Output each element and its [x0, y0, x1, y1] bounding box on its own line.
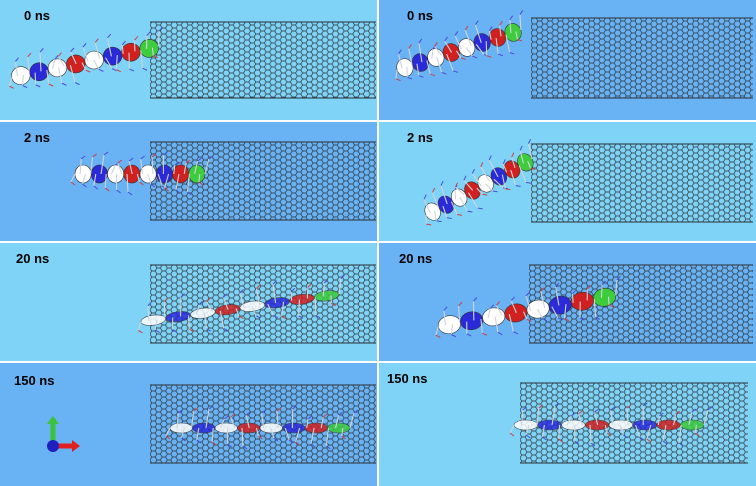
time-label: 150 ns: [387, 371, 428, 386]
time-label: 150 ns: [14, 373, 55, 388]
panel-left-2ns: 2 ns: [0, 122, 377, 241]
z-axis-ball: [47, 440, 59, 452]
time-label: 20 ns: [399, 251, 433, 266]
snapshot-graphic: [70, 141, 376, 221]
peptide-molecule: [70, 151, 214, 196]
carbon-nanotube: [150, 142, 376, 220]
snapshot-graphic: [423, 138, 753, 226]
time-label: 0 ns: [24, 8, 51, 23]
panel-left-0ns: 0 ns: [0, 0, 377, 120]
time-label: 0 ns: [407, 8, 434, 23]
peptide-molecule: [435, 275, 621, 338]
carbon-nanotube: [531, 144, 753, 222]
panel-right-20ns: 20 ns: [379, 243, 756, 361]
peptide-molecule: [165, 405, 359, 450]
snapshot-graphic: [150, 384, 376, 464]
time-label: 20 ns: [16, 251, 50, 266]
carbon-nanotube: [150, 22, 376, 98]
peptide-molecule: [137, 274, 345, 334]
snapshot-graphic: [435, 264, 753, 344]
time-label: 2 ns: [24, 130, 51, 145]
peptide-molecule: [395, 10, 524, 82]
time-label: 2 ns: [407, 130, 434, 145]
peptide-molecule: [8, 26, 163, 89]
snapshot-graphic: [137, 264, 376, 344]
panel-right-0ns: 0 ns: [379, 0, 756, 120]
panel-left-150ns: 150 ns: [0, 363, 377, 486]
snapshot-graphic: [509, 382, 748, 464]
carbon-nanotube: [531, 18, 753, 98]
y-axis-arrowhead: [47, 416, 59, 424]
peptide-molecule: [423, 138, 536, 226]
panel-right-150ns: 150 ns: [379, 363, 756, 486]
snapshot-graphic: [8, 21, 376, 99]
peptide-molecule: [509, 402, 713, 447]
snapshot-graphic: [395, 10, 753, 99]
x-axis-arrowhead: [72, 440, 80, 452]
panel-left-20ns: 20 ns: [0, 243, 377, 361]
panel-right-2ns: 2 ns: [379, 122, 756, 241]
axes-orientation-icon: [36, 414, 86, 464]
